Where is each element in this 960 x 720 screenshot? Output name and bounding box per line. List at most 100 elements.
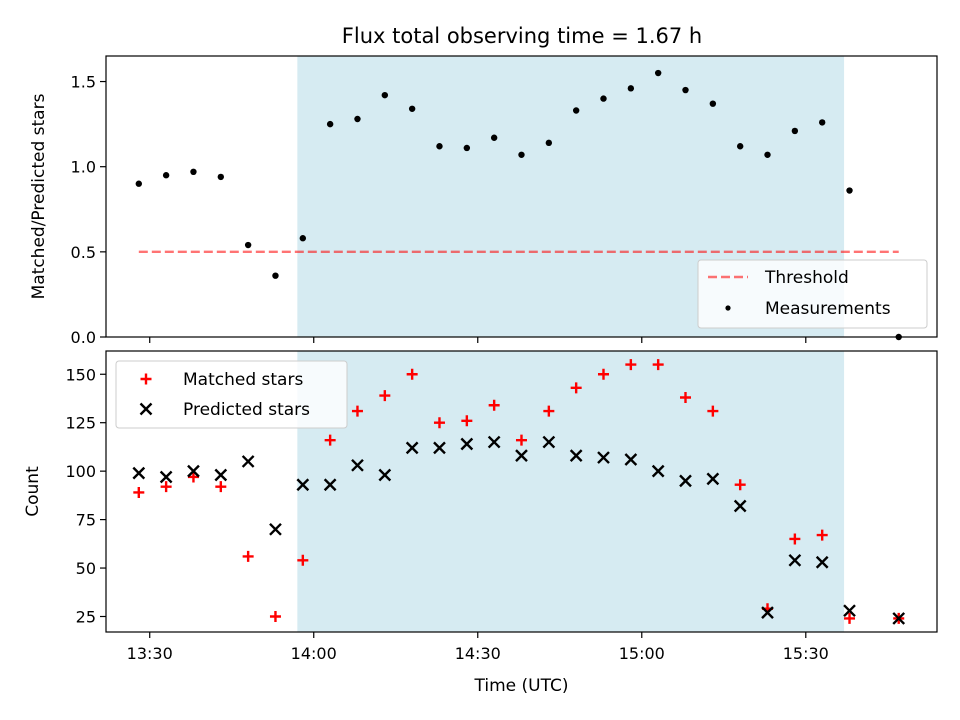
measurement-point [354,115,361,123]
x-tick-label: 14:30 [455,644,501,663]
predicted-star-point [241,455,255,468]
x-tick-label: 14:00 [291,644,337,663]
predicted-star-point [651,464,665,478]
matched-star-point [379,390,391,402]
predicted-star-point [761,606,774,619]
matched-star-point [187,471,199,483]
predicted-star-point [139,402,153,416]
matched-star-point [133,486,145,498]
axes-frame [105,55,938,338]
predicted-star-point [378,468,392,482]
measurement-point [818,119,826,126]
measurement-point [764,151,771,158]
matched-star-point [242,550,254,562]
measurement-point [190,168,197,176]
matched-star-point [734,479,746,491]
measurement-point [162,172,170,179]
y-tick-label: 150 [65,365,96,384]
matched-star-point [351,405,363,417]
predicted-star-point [597,451,610,464]
matched-star-point [140,373,152,385]
measurement-point [408,105,416,112]
y-tick-label: 0.0 [71,328,96,347]
y-tick-label: 125 [65,414,96,433]
bottom-panel: 25 50 75 100 125 150 13:30 14:00 14:30 15:00 15:30… [23,350,938,696]
predicted-star-point [679,474,692,488]
predicted-star-point [159,470,173,484]
predicted-star-point [351,458,364,472]
predicted-star-point [843,604,856,618]
matched-star-point [844,612,856,624]
matched-star-point [570,382,582,394]
measurement-point [326,120,334,128]
predicted-star-point [515,449,528,462]
matched-star-point [324,434,336,446]
predicted-star-point [433,441,446,455]
chart-title: Flux total observing time = 1.67 h [342,24,702,48]
y-tick-label: 25 [76,607,96,626]
matched-star-point [215,481,227,493]
x-tick-label: 13:30 [127,644,173,663]
matched-star-point [269,610,281,622]
matched-star-point [816,529,828,541]
predicted-star-point [405,441,419,455]
predicted-star-point [187,464,200,478]
matched-star-point [652,359,664,371]
matched-star-point [488,399,500,411]
y-tick-label: 0.5 [71,243,96,262]
measurement-point [572,107,580,114]
matched-star-point [707,405,719,417]
predicted-star-point [487,435,501,449]
matched-star-point [543,405,555,417]
predicted-star-point [624,453,638,466]
measurement-point [736,143,744,150]
measurement-point [709,100,717,107]
matched-star-point [406,368,418,380]
measurement-point [299,235,307,242]
y-axis-label: Matched/Predicted stars [29,93,49,299]
y-axis-label: Count [23,466,43,517]
x-axis-label: Time (UTC) [474,676,569,696]
y-tick-label: 100 [65,462,96,481]
predicted-star-point [214,468,228,482]
measurement-point [682,86,689,94]
y-tick-label: 50 [76,559,96,578]
matched-star-point [679,392,691,404]
measurement-point [217,173,225,181]
predicted-star-point [733,499,747,513]
predicted-star-point [269,522,282,536]
legend-matched-label: Matched stars [183,370,303,390]
predicted-star-point [788,553,802,567]
legend-box [115,360,348,429]
matched-star-point [789,533,801,545]
measurement-point [244,241,252,249]
measurement-point [135,180,143,187]
predicted-star-point [323,478,337,492]
matched-star-point [461,415,473,427]
measurement-point [436,143,443,150]
y-tick-label: 1.0 [71,158,96,177]
predicted-star-point [892,612,906,625]
matched-star-point [597,368,609,380]
measurement-point [846,187,853,194]
axes-frame [105,350,938,633]
matched-star-point [160,481,172,493]
predicted-star-point [815,555,829,569]
predicted-star-point [706,472,720,486]
legend-measurements-swatch [725,305,731,311]
measurement-point [545,139,553,147]
matched-star-point [297,554,309,566]
x-tick-label: 15:30 [783,644,829,663]
measurement-point [518,151,525,158]
predicted-star-point [296,478,310,492]
y-tick-label: 75 [76,511,96,530]
observing-window-shade [297,351,845,632]
measurement-point [600,95,607,102]
measurement-point [654,69,662,77]
legend-box [697,259,928,329]
top-panel: 0.0 0.5 1.0 1.5 Matched/Predicted stars Thres… [29,55,938,347]
matched-star-point [515,434,527,446]
measurement-point [463,144,471,152]
measurement-point [381,91,389,99]
